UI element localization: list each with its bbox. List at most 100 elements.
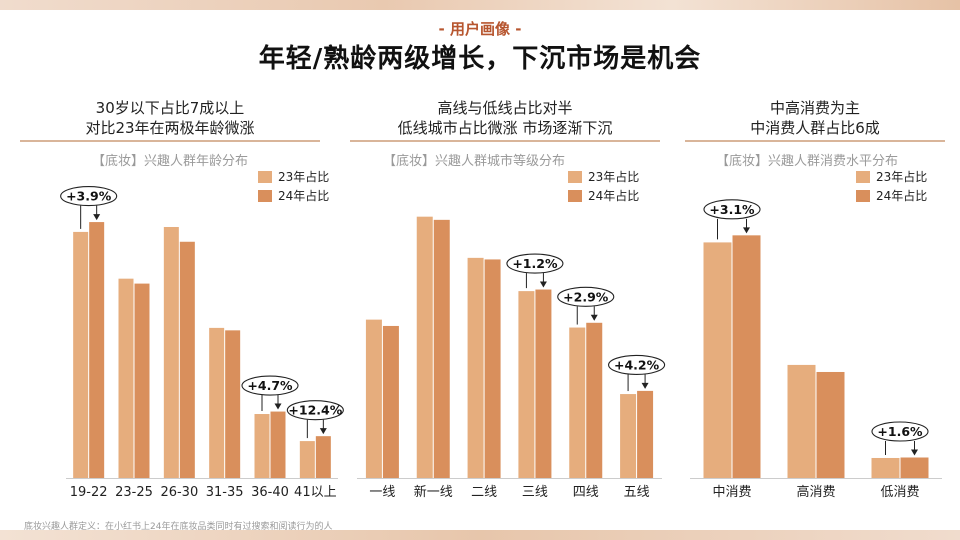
legend-label-2023: 23年占比 bbox=[876, 170, 928, 184]
legend-swatch-2023 bbox=[856, 170, 870, 183]
panel-city-headline: 高线与低线占比对半 低线城市占比微涨 市场逐渐下沉 bbox=[350, 98, 660, 138]
x-tick-label: 中消费 bbox=[712, 485, 751, 500]
x-tick-label: 41以上 bbox=[294, 485, 337, 500]
panel-age-headline: 30岁以下占比7成以上 对比23年在两极年龄微涨 bbox=[20, 98, 320, 138]
annotation-label: +4.2% bbox=[614, 357, 660, 372]
x-tick-label: 二线 bbox=[471, 485, 497, 500]
section-tag: - 用户画像 - bbox=[438, 20, 522, 38]
annotation-arrow bbox=[743, 227, 750, 234]
legend-label-2024: 24年占比 bbox=[876, 189, 928, 203]
panel-consumption-legend: 23年占比 24年占比 bbox=[856, 167, 927, 205]
annotation-label: +3.1% bbox=[709, 202, 755, 217]
panel-city-divider bbox=[350, 140, 660, 142]
bar-2024-三线 bbox=[535, 289, 552, 478]
bar-2023-19-22 bbox=[73, 231, 89, 478]
bar-2023-26-30 bbox=[163, 226, 179, 478]
panel-consumption-divider bbox=[685, 140, 945, 142]
annotation-arrow bbox=[274, 403, 282, 410]
top-decor-bar bbox=[0, 0, 960, 10]
annotation-arrow bbox=[590, 314, 598, 321]
legend-swatch-2023 bbox=[258, 170, 272, 183]
panel-age-subtitle: 【底妆】兴趣人群年龄分布 bbox=[92, 154, 249, 169]
annotation-arrow bbox=[319, 428, 327, 435]
legend-label-2023: 23年占比 bbox=[278, 170, 330, 184]
bar-2023-二线 bbox=[467, 257, 484, 478]
bar-2023-23-25 bbox=[118, 278, 134, 478]
bar-2024-四线 bbox=[586, 322, 603, 478]
bar-2024-中消费 bbox=[732, 235, 761, 478]
bar-2023-31-35 bbox=[209, 327, 225, 478]
bar-2023-高消费 bbox=[787, 364, 816, 478]
bar-2024-19-22 bbox=[89, 222, 105, 478]
annotation-ellipse bbox=[557, 286, 615, 307]
bar-2024-31-35 bbox=[225, 330, 241, 478]
annotation-arrow bbox=[93, 214, 101, 221]
bar-2024-23-25 bbox=[134, 283, 150, 478]
annotation-label: +1.6% bbox=[877, 424, 923, 439]
panel-age-legend: 23年占比 24年占比 bbox=[258, 167, 329, 205]
bar-2023-低消费 bbox=[871, 457, 900, 478]
annotation-ellipse bbox=[506, 253, 564, 274]
bar-2024-一线 bbox=[382, 325, 399, 478]
bar-2023-三线 bbox=[518, 291, 535, 478]
x-tick-label: 23-25 bbox=[115, 485, 153, 500]
annotation-label: +4.7% bbox=[247, 378, 293, 393]
bar-2023-一线 bbox=[365, 319, 382, 478]
annotation-label: +3.9% bbox=[66, 189, 112, 204]
bar-2023-新一线 bbox=[416, 216, 433, 479]
bar-2024-新一线 bbox=[433, 219, 450, 478]
page-title: 年轻/熟龄两级增长，下沉市场是机会 bbox=[258, 44, 702, 74]
legend-swatch-2023 bbox=[568, 170, 582, 183]
panel-age-headline-line1: 30岁以下占比7成以上 bbox=[95, 99, 245, 117]
annotation-arrow bbox=[911, 449, 918, 456]
annotation-ellipse bbox=[286, 400, 344, 421]
legend-label-2023: 23年占比 bbox=[588, 170, 640, 184]
panel-city-headline-line2: 低线城市占比微涨 市场逐渐下沉 bbox=[397, 119, 613, 137]
annotation-ellipse bbox=[60, 186, 118, 207]
panel-consumption-headline: 中高消费为主 中消费人群占比6成 bbox=[685, 98, 945, 138]
panel-city-legend: 23年占比 24年占比 bbox=[568, 167, 639, 205]
panel-consumption-headline-line2: 中消费人群占比6成 bbox=[750, 119, 880, 137]
annotation-label: +12.4% bbox=[288, 403, 342, 418]
bar-2023-中消费 bbox=[703, 242, 732, 478]
panel-age-headline-line2: 对比23年在两极年龄微涨 bbox=[85, 119, 255, 137]
x-tick-label: 新一线 bbox=[414, 484, 453, 500]
panel-age-divider bbox=[20, 140, 320, 142]
bar-2024-26-30 bbox=[179, 241, 195, 478]
x-tick-label: 31-35 bbox=[206, 485, 244, 500]
annotation-ellipse bbox=[608, 354, 666, 375]
x-tick-label: 五线 bbox=[624, 485, 650, 500]
panel-consumption-subtitle: 【底妆】兴趣人群消费水平分布 bbox=[716, 154, 899, 169]
panel-city-subtitle: 【底妆】兴趣人群城市等级分布 bbox=[383, 154, 566, 169]
annotation-ellipse bbox=[241, 375, 299, 396]
x-tick-label: 19-22 bbox=[70, 485, 108, 500]
x-tick-label: 36-40 bbox=[251, 485, 289, 500]
panel-consumption-headline-line1: 中高消费为主 bbox=[769, 99, 860, 117]
bar-2024-低消费 bbox=[900, 457, 929, 478]
x-tick-label: 四线 bbox=[573, 485, 599, 500]
annotation-label: +1.2% bbox=[512, 256, 558, 271]
bar-2024-二线 bbox=[484, 259, 501, 478]
bar-2023-41以上 bbox=[299, 441, 315, 478]
bar-2024-高消费 bbox=[816, 371, 845, 478]
annotation-label: +2.9% bbox=[563, 289, 609, 304]
x-tick-label: 高消费 bbox=[796, 484, 835, 500]
footnote: 底妆兴趣人群定义：在小红书上24年在底妆品类同时有过搜索和阅读行为的人 bbox=[24, 522, 333, 532]
legend-label-2024: 24年占比 bbox=[278, 189, 330, 203]
annotation-arrow bbox=[539, 281, 547, 288]
annotation-ellipse bbox=[703, 199, 761, 220]
panel-city-headline-line1: 高线与低线占比对半 bbox=[437, 99, 573, 117]
bar-2023-五线 bbox=[620, 394, 637, 478]
bottom-decor-bar bbox=[0, 530, 960, 540]
bar-2023-36-40 bbox=[254, 414, 270, 478]
annotation-ellipse bbox=[871, 421, 929, 442]
annotation-arrow bbox=[641, 382, 649, 389]
legend-swatch-2024 bbox=[856, 189, 870, 202]
bar-2024-41以上 bbox=[315, 436, 331, 478]
x-tick-label: 26-30 bbox=[160, 485, 198, 500]
legend-label-2024: 24年占比 bbox=[588, 189, 640, 203]
x-tick-label: 三线 bbox=[522, 485, 548, 500]
bar-2024-五线 bbox=[637, 390, 654, 478]
legend-swatch-2024 bbox=[568, 189, 582, 202]
